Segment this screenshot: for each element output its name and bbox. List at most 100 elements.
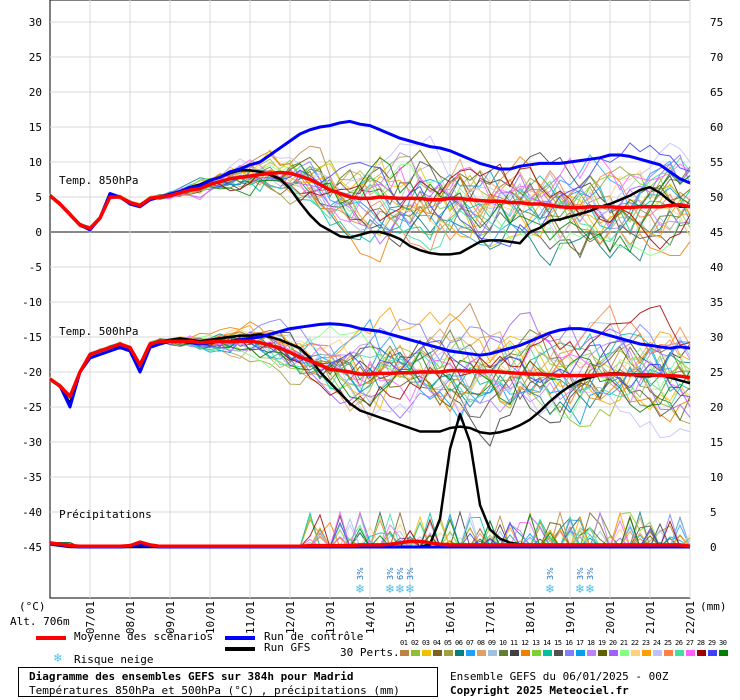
snow-risk-percent: 3% bbox=[356, 567, 365, 580]
perturbation-number: 26 bbox=[675, 639, 683, 647]
perturbation-color-cell bbox=[554, 650, 563, 656]
perturbation-number: 05 bbox=[444, 639, 452, 647]
snow-flake-icon: ❄ bbox=[545, 582, 555, 596]
legend-control-label: Run de contrôle bbox=[264, 630, 364, 643]
perturbation-line bbox=[49, 331, 691, 397]
perturbation-number: 02 bbox=[411, 639, 419, 647]
left-tick-label: -20 bbox=[22, 366, 42, 379]
left-tick-label: -25 bbox=[22, 401, 42, 414]
snow-risk-percent: 3% bbox=[586, 567, 595, 580]
date-tick-label: 22/01 bbox=[684, 601, 697, 634]
perturbation-color-cell bbox=[675, 650, 684, 656]
chart-subtitle: Températures 850hPa et 500hPa (°C) , pré… bbox=[29, 684, 400, 697]
perturbation-number: 16 bbox=[565, 639, 573, 647]
perturbation-color-cell bbox=[576, 650, 585, 656]
perturbation-color-cell bbox=[664, 650, 673, 656]
legend-gfs-label: Run GFS bbox=[264, 641, 311, 654]
perturbation-number: 01 bbox=[400, 639, 408, 647]
date-tick-label: 18/01 bbox=[524, 601, 537, 634]
perturbation-number: 20 bbox=[609, 639, 617, 647]
series-line-t500 bbox=[49, 322, 691, 409]
series-line-t850 bbox=[48, 170, 691, 231]
perturbation-color-cell bbox=[543, 650, 552, 656]
right-tick-label: 0 bbox=[710, 541, 717, 554]
right-tick-label: 60 bbox=[710, 121, 723, 134]
right-tick-label: 15 bbox=[710, 436, 723, 449]
chart-title-box: Diagramme des ensembles GEFS sur 384h po… bbox=[18, 667, 438, 697]
snow-flake-icon: ❄ bbox=[395, 582, 405, 596]
perturbation-number: 21 bbox=[620, 639, 628, 647]
perturbation-number: 13 bbox=[532, 639, 540, 647]
perturbation-color-cell bbox=[565, 650, 574, 656]
right-axis-unit: (mm) bbox=[700, 600, 727, 613]
right-tick-label: 25 bbox=[710, 366, 723, 379]
snow-flake-icon: ❄ bbox=[405, 582, 415, 596]
left-tick-label: 10 bbox=[29, 156, 42, 169]
right-tick-label: 45 bbox=[710, 226, 723, 239]
right-tick-label: 5 bbox=[710, 506, 717, 519]
copyright: Copyright 2025 Meteociel.fr bbox=[450, 684, 629, 697]
right-tick-label: 20 bbox=[710, 401, 723, 414]
legend-perts-label: 30 Perts. bbox=[340, 646, 400, 659]
left-tick-label: -35 bbox=[22, 471, 42, 484]
perturbation-number: 14 bbox=[543, 639, 551, 647]
perturbation-number: 24 bbox=[653, 639, 661, 647]
date-tick-label: 20/01 bbox=[604, 601, 617, 634]
perturbation-number: 19 bbox=[598, 639, 606, 647]
snow-flake-icon: ❄ bbox=[54, 651, 62, 666]
left-tick-label: 30 bbox=[29, 16, 42, 29]
perturbation-color-cell bbox=[609, 650, 618, 656]
snow-risk-percent: 3% bbox=[406, 567, 415, 580]
panel-label-t850: Temp. 850hPa bbox=[59, 174, 138, 187]
perturbation-number: 03 bbox=[422, 639, 430, 647]
legend-mean-label: Moyenne des scénarios bbox=[74, 630, 214, 643]
date-tick-label: 12/01 bbox=[284, 601, 297, 634]
perturbation-color-cell bbox=[422, 650, 431, 656]
right-tick-label: 50 bbox=[710, 191, 723, 204]
legend-snow-label: Risque neige bbox=[74, 653, 154, 666]
perturbation-number: 28 bbox=[697, 639, 705, 647]
left-tick-label: 5 bbox=[35, 191, 42, 204]
perturbation-color-cell bbox=[598, 650, 607, 656]
perturbation-color-cell bbox=[488, 650, 497, 656]
date-tick-label: 17/01 bbox=[484, 601, 497, 634]
left-tick-label: -15 bbox=[22, 331, 42, 344]
perturbation-color-cell bbox=[477, 650, 486, 656]
snow-risk-percent: 3% bbox=[546, 567, 555, 580]
panel-label-t500: Temp. 500hPa bbox=[59, 325, 138, 338]
perturbation-number: 27 bbox=[686, 639, 694, 647]
snow-flake-icon: ❄ bbox=[575, 582, 585, 596]
perturbation-number: 18 bbox=[587, 639, 595, 647]
perturbation-number: 07 bbox=[466, 639, 474, 647]
perturbation-color-cell bbox=[697, 650, 706, 656]
right-tick-label: 35 bbox=[710, 296, 723, 309]
perturbation-color-cell bbox=[642, 650, 651, 656]
left-tick-label: 20 bbox=[29, 86, 42, 99]
perturbation-color-cell bbox=[455, 650, 464, 656]
snow-risk-percent: 3% bbox=[576, 567, 585, 580]
left-tick-label: -40 bbox=[22, 506, 42, 519]
perturbation-color-cell bbox=[631, 650, 640, 656]
perturbation-color-cell bbox=[411, 650, 420, 656]
right-tick-label: 40 bbox=[710, 261, 723, 274]
series-line-precip bbox=[49, 539, 691, 549]
left-tick-label: -45 bbox=[22, 541, 42, 554]
series-line-t500 bbox=[48, 339, 691, 399]
perturbation-color-cell bbox=[532, 650, 541, 656]
perturbation-line bbox=[49, 169, 691, 254]
chart-title: Diagramme des ensembles GEFS sur 384h po… bbox=[29, 670, 354, 683]
snow-risk-percent: 6% bbox=[396, 567, 405, 580]
legend-control-swatch bbox=[225, 636, 255, 640]
date-tick-label: 11/01 bbox=[244, 601, 257, 634]
right-tick-label: 65 bbox=[710, 86, 723, 99]
perturbation-color-cell bbox=[521, 650, 530, 656]
right-tick-label: 10 bbox=[710, 471, 723, 484]
left-tick-label: -5 bbox=[29, 261, 42, 274]
panel-label-precip: Précipitations bbox=[59, 508, 152, 521]
perturbation-number: 10 bbox=[499, 639, 507, 647]
legend-mean-swatch bbox=[36, 636, 66, 640]
right-tick-label: 55 bbox=[710, 156, 723, 169]
right-tick-label: 30 bbox=[710, 331, 723, 344]
right-tick-label: 75 bbox=[710, 16, 723, 29]
